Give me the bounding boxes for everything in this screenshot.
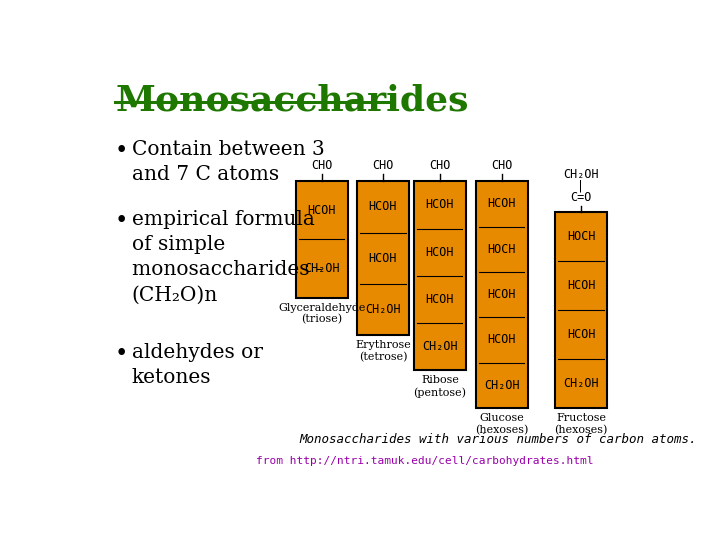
Bar	[296, 181, 348, 298]
Text: HOCH: HOCH	[487, 242, 516, 256]
Text: CH₂OH: CH₂OH	[422, 340, 458, 353]
Text: CHO: CHO	[372, 159, 394, 172]
Text: HCOH: HCOH	[307, 204, 336, 217]
Bar	[555, 212, 607, 408]
Text: empirical formula
of simple
monosaccharides -
(CH₂O)n: empirical formula of simple monosacchari…	[132, 210, 323, 305]
Text: Fructose
(hexoses): Fructose (hexoses)	[554, 413, 608, 435]
Text: HCOH: HCOH	[369, 252, 397, 265]
Text: •: •	[115, 140, 128, 161]
Text: HCOH: HCOH	[369, 200, 397, 213]
Text: |: |	[577, 179, 585, 192]
Text: HCOH: HCOH	[426, 198, 454, 211]
Text: CH₂OH: CH₂OH	[304, 262, 339, 275]
Bar	[357, 181, 409, 335]
Text: •: •	[115, 343, 128, 366]
Text: HOCH: HOCH	[567, 231, 595, 244]
Text: HCOH: HCOH	[487, 333, 516, 346]
Bar	[414, 181, 466, 370]
Text: from http://ntri.tamuk.edu/cell/carbohydrates.html: from http://ntri.tamuk.edu/cell/carbohyd…	[256, 456, 593, 466]
Text: Monosaccharides with various numbers of carbon atoms.: Monosaccharides with various numbers of …	[300, 433, 697, 446]
Text: aldehydes or
ketones: aldehydes or ketones	[132, 343, 263, 387]
Text: CHO: CHO	[429, 159, 451, 172]
Text: CH₂OH: CH₂OH	[563, 377, 599, 390]
Text: HCOH: HCOH	[426, 293, 454, 306]
Text: HCOH: HCOH	[567, 279, 595, 292]
Text: C=O: C=O	[570, 191, 592, 204]
Text: HCOH: HCOH	[567, 328, 595, 341]
Text: Monosaccharides: Monosaccharides	[115, 84, 469, 118]
Text: CHO: CHO	[491, 159, 513, 172]
Text: Ribose
(pentose): Ribose (pentose)	[413, 375, 467, 397]
Text: Glyceraldehyde
(triose): Glyceraldehyde (triose)	[278, 302, 365, 325]
Text: Contain between 3
and 7 C atoms: Contain between 3 and 7 C atoms	[132, 140, 325, 184]
Text: Glucose
(hexoses): Glucose (hexoses)	[475, 413, 528, 435]
Text: CH₂OH: CH₂OH	[365, 303, 401, 316]
Text: •: •	[115, 210, 128, 232]
Text: HCOH: HCOH	[487, 198, 516, 211]
Text: CH₂OH: CH₂OH	[563, 168, 599, 181]
Text: CHO: CHO	[311, 159, 332, 172]
Text: Erythrose
(tetrose): Erythrose (tetrose)	[355, 340, 411, 362]
Text: CH₂OH: CH₂OH	[484, 379, 520, 392]
Text: HCOH: HCOH	[487, 288, 516, 301]
Text: HCOH: HCOH	[426, 246, 454, 259]
Bar	[476, 181, 528, 408]
